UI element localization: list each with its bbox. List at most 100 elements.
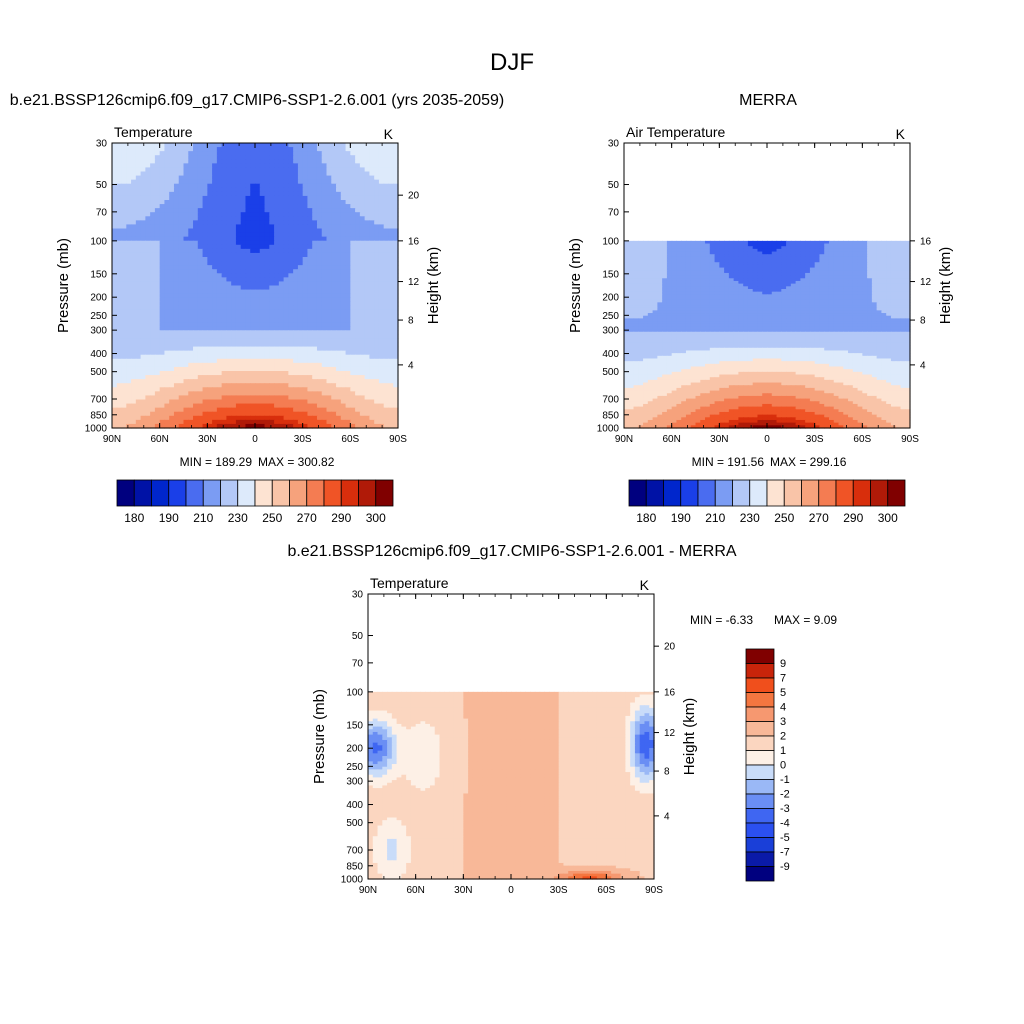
contour-cell [388, 179, 394, 185]
contour-cell [274, 220, 280, 226]
contour-cell [169, 399, 175, 405]
contour-cell [705, 254, 711, 258]
contour-cell [264, 415, 270, 421]
contour-cell [852, 256, 859, 261]
contour-cell [140, 277, 146, 283]
contour-cell [245, 143, 251, 148]
contour-cell [293, 269, 299, 274]
contour-cell [302, 240, 309, 246]
contour-cell [164, 375, 170, 380]
contour-cell [871, 264, 878, 269]
contour-cell [676, 256, 682, 261]
contour-cell [345, 285, 351, 291]
contour-cell [135, 391, 142, 397]
contour-cell [231, 240, 237, 246]
contour-cell [126, 326, 132, 331]
contour-cell [676, 254, 682, 258]
contour-cell [905, 264, 911, 269]
contour-cell [112, 269, 118, 274]
contour-cell [307, 314, 313, 319]
contour-cell [340, 179, 347, 185]
contour-cell [131, 167, 137, 173]
contour-cell [178, 314, 185, 319]
contour-cell [259, 252, 266, 258]
contour-cell [169, 228, 175, 234]
contour-cell [393, 220, 399, 226]
contour-cell [197, 289, 204, 295]
contour-cell [743, 243, 749, 247]
contour-cell [274, 224, 280, 230]
contour-cell [743, 251, 749, 255]
contour-cell [393, 183, 399, 189]
contour-cell [378, 248, 385, 254]
contour-cell [188, 362, 194, 368]
contour-cell [145, 265, 151, 270]
contour-cell [240, 383, 247, 388]
contour-cell [197, 403, 204, 409]
contour-cell [131, 212, 137, 217]
contour-cell [316, 387, 323, 392]
contour-cell [297, 362, 304, 368]
contour-cell [121, 248, 127, 254]
contour-cell [388, 415, 394, 421]
contour-cell [274, 244, 280, 250]
contour-cell [183, 224, 189, 230]
contour-cell [652, 254, 658, 258]
contour-cell [164, 383, 170, 388]
contour-cell [364, 228, 370, 234]
contour-cell [231, 399, 237, 405]
contour-cell [676, 259, 682, 263]
contour-cell [135, 183, 142, 189]
contour-cell [378, 326, 385, 331]
contour-cell [359, 387, 366, 392]
contour-cell [302, 314, 309, 319]
contour-cell [193, 309, 199, 315]
contour-cell [283, 175, 289, 181]
contour-cell [274, 175, 280, 181]
contour-cell [795, 240, 801, 245]
contour-cell [207, 301, 213, 307]
contour-cell [150, 265, 156, 270]
contour-cell [173, 265, 180, 270]
contour-cell [288, 195, 294, 201]
contour-cell [231, 411, 237, 417]
contour-cell [188, 248, 194, 254]
contour-cell [150, 322, 156, 327]
contour-cell [216, 252, 223, 258]
contour-cell [259, 419, 266, 425]
contour-cell [112, 257, 118, 262]
contour-cell [269, 151, 275, 156]
contour-cell [259, 244, 266, 250]
contour-cell [126, 346, 132, 352]
contour-cell [316, 171, 323, 177]
contour-cell [321, 391, 328, 397]
contour-cell [112, 342, 118, 348]
colorbar-box [237, 479, 256, 507]
contour-cell [666, 248, 673, 253]
contour-cell [297, 200, 304, 205]
contour-cell [255, 204, 261, 209]
contour-cell [259, 261, 266, 266]
contour-cell [369, 371, 375, 376]
contour-cell [188, 415, 194, 421]
contour-cell [202, 362, 208, 368]
contour-cell [336, 354, 342, 360]
contour-cell [890, 240, 897, 245]
contour-cell [150, 147, 156, 152]
contour-cell [824, 259, 830, 263]
contour-cell [383, 200, 390, 205]
contour-cell [264, 346, 270, 352]
contour-cell [316, 318, 323, 323]
contour-cell [264, 224, 270, 230]
contour-cell [131, 228, 137, 234]
y-axis-label: Pressure (mb) [55, 238, 72, 333]
contour-cell [345, 232, 351, 238]
contour-cell [393, 330, 399, 335]
contour-cell [131, 293, 137, 299]
contour-cell [140, 281, 146, 287]
contour-cell [288, 228, 294, 234]
contour-cell [316, 179, 323, 185]
contour-cell [188, 216, 194, 221]
contour-cell [283, 293, 289, 299]
contour-cell [833, 243, 840, 247]
